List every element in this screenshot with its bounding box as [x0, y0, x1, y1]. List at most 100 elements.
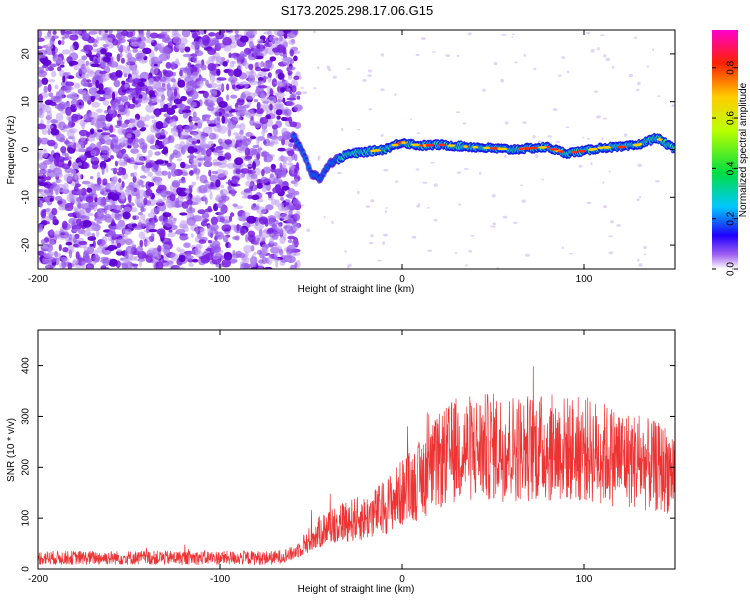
noise-blob — [117, 107, 128, 116]
noise-blob — [131, 244, 137, 248]
noise-blob — [256, 249, 263, 255]
noise-blob — [132, 215, 137, 220]
noise-blob — [96, 89, 106, 95]
noise-blob — [260, 93, 266, 99]
noise-blob — [210, 181, 214, 188]
noise-blob — [237, 216, 245, 221]
noise-blob — [179, 248, 185, 254]
noise-blob — [300, 204, 305, 207]
noise-blob — [317, 66, 320, 70]
noise-blob — [41, 245, 49, 250]
noise-blob — [81, 55, 88, 61]
noise-blob — [110, 138, 118, 146]
noise-blob — [119, 262, 123, 266]
noise-blob — [96, 108, 103, 114]
noise-blob — [102, 44, 109, 48]
noise-blob — [38, 93, 43, 102]
colorbar-gradient — [712, 30, 738, 269]
noise-blob — [113, 205, 123, 211]
noise-blob — [266, 134, 270, 139]
noise-blob — [555, 140, 561, 143]
noise-blob — [100, 145, 110, 154]
noise-blob — [569, 252, 573, 255]
colorbar-tick-label: 0.0 — [726, 262, 737, 276]
noise-blob — [287, 149, 295, 157]
track-peak — [518, 147, 524, 151]
noise-blob — [43, 150, 49, 158]
noise-blob — [235, 133, 245, 141]
noise-blob — [96, 177, 102, 185]
noise-blob — [197, 157, 206, 161]
noise-blob — [166, 88, 174, 98]
noise-blob — [323, 216, 326, 219]
snr-frame — [37, 329, 676, 570]
noise-blob — [181, 171, 189, 176]
noise-blob — [90, 149, 97, 157]
noise-blob — [62, 75, 66, 83]
noise-blob — [40, 210, 47, 219]
noise-blob — [285, 194, 293, 198]
noise-blob — [58, 234, 68, 240]
y-tick-label: 200 — [21, 459, 32, 476]
noise-blob — [637, 163, 642, 167]
noise-blob — [38, 137, 41, 146]
noise-blob — [206, 119, 212, 124]
noise-blob — [86, 113, 90, 123]
noise-blob — [271, 135, 279, 143]
noise-blob — [60, 256, 69, 262]
y-tick-label: 20 — [21, 48, 32, 60]
noise-blob — [191, 196, 195, 200]
noise-blob — [67, 262, 73, 269]
noise-blob — [462, 122, 467, 125]
noise-blob — [261, 150, 268, 158]
noise-blob — [286, 100, 295, 107]
noise-blob — [293, 178, 299, 187]
noise-blob — [158, 43, 164, 50]
spectrogram-y-ticks: -20 -10 0 10 20 — [21, 48, 675, 252]
noise-blob — [281, 131, 292, 140]
noise-blob — [271, 124, 279, 130]
noise-blob — [180, 161, 186, 169]
noise-blob — [38, 176, 45, 180]
track-peak — [577, 149, 586, 153]
noise-blob — [54, 56, 63, 64]
snr-x-ticks: -200 -100 0 100 — [28, 330, 593, 585]
noise-blob — [205, 99, 209, 105]
noise-blob — [347, 265, 350, 269]
noise-blob — [54, 195, 63, 202]
noise-blob — [218, 138, 223, 145]
noise-blob — [245, 92, 256, 100]
noise-blob — [429, 162, 435, 164]
noise-blob — [113, 79, 121, 88]
noise-blob — [78, 162, 83, 166]
noise-blob — [207, 140, 214, 147]
noise-blob — [65, 106, 72, 116]
noise-blob — [244, 155, 253, 160]
noise-blob — [470, 234, 475, 237]
noise-blob — [286, 244, 296, 254]
noise-blob — [222, 36, 233, 46]
noise-blob — [275, 184, 281, 191]
noise-blob — [63, 182, 69, 191]
noise-blob — [140, 207, 146, 212]
noise-blob — [195, 243, 201, 248]
track-peak — [602, 146, 612, 149]
noise-blob — [608, 235, 613, 238]
noise-blob — [142, 47, 152, 54]
noise-blob — [240, 228, 245, 236]
track-peak — [549, 148, 559, 151]
noise-blob — [49, 185, 54, 194]
noise-blob — [220, 184, 225, 189]
noise-blob — [265, 59, 273, 69]
noise-blob — [288, 116, 293, 124]
noise-blob — [132, 175, 137, 183]
noise-blob — [209, 191, 213, 200]
noise-blob — [252, 144, 260, 149]
noise-blob — [109, 182, 116, 187]
noise-blob — [465, 168, 469, 171]
noise-blob — [95, 79, 100, 89]
noise-blob — [137, 178, 142, 186]
noise-blob — [266, 118, 274, 127]
noise-blob — [114, 212, 120, 219]
noise-blob — [433, 218, 438, 222]
